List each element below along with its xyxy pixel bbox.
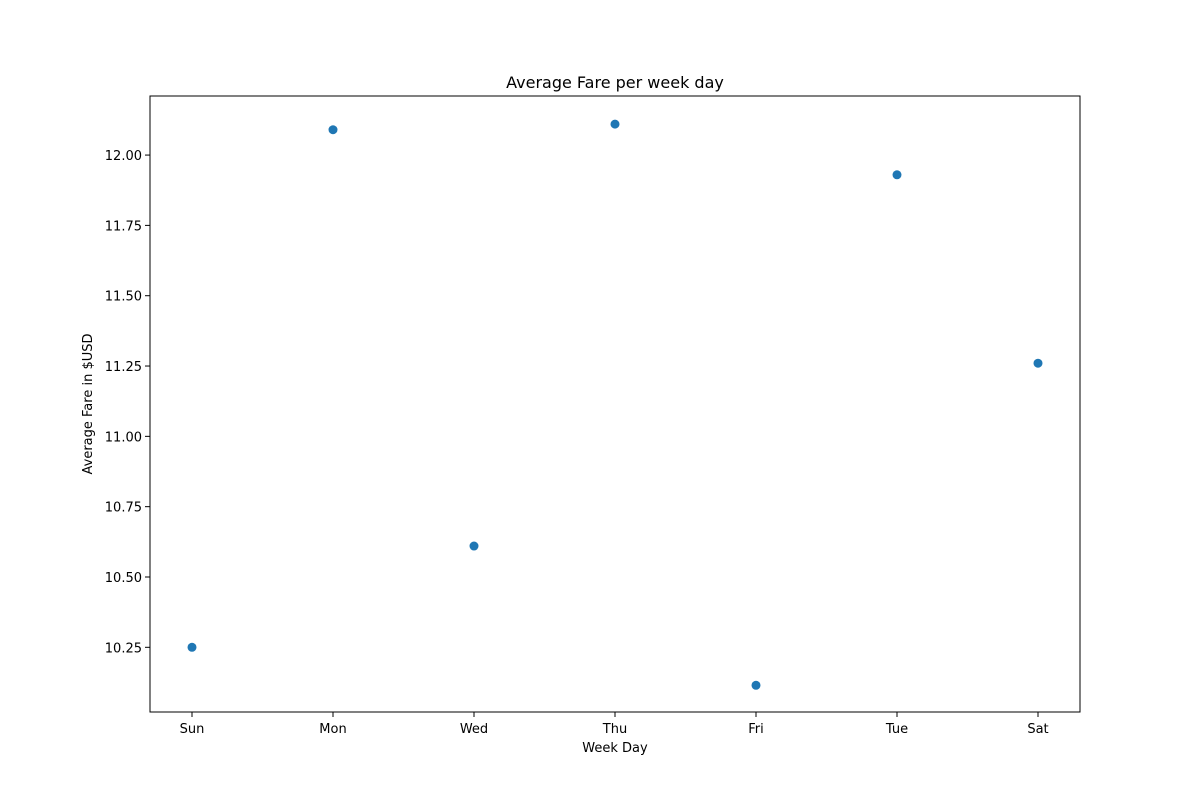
- data-point-sat: [1033, 358, 1043, 368]
- y-tick-label: 11.25: [105, 360, 142, 375]
- y-axis-label: Average Fare in $USD: [81, 334, 96, 475]
- plot-area-frame: [149, 95, 1081, 713]
- y-tick-label: 11.75: [105, 219, 142, 234]
- y-axis: 10.25 10.50 10.75 11.00 11.25 11.50 11.75 12.00: [105, 149, 150, 656]
- x-axis: Sun Mon Wed Thu Fri Tue Sat: [180, 712, 1049, 737]
- x-tick-label-fri: Fri: [748, 722, 764, 737]
- y-tick-label: 12.00: [105, 149, 142, 164]
- x-tick-label-sun: Sun: [180, 722, 205, 737]
- x-tick-label-thu: Thu: [602, 722, 627, 737]
- data-point-mon: [328, 125, 338, 135]
- chart-title: Average Fare per week day: [506, 73, 724, 92]
- data-point-wed: [469, 541, 479, 551]
- x-tick-label-wed: Wed: [460, 722, 488, 737]
- y-tick-label: 11.50: [105, 290, 142, 305]
- y-tick-label: 10.75: [105, 501, 142, 516]
- y-tick-label: 10.50: [105, 571, 142, 586]
- x-axis-label: Week Day: [582, 741, 648, 756]
- x-tick-label-mon: Mon: [319, 722, 346, 737]
- y-tick-label: 10.25: [105, 641, 142, 656]
- y-tick-label: 11.00: [105, 430, 142, 445]
- data-points: [187, 119, 1043, 690]
- x-tick-label-sat: Sat: [1027, 722, 1048, 737]
- x-tick-label-tue: Tue: [885, 722, 908, 737]
- data-point-sun: [187, 642, 197, 652]
- data-point-fri: [751, 680, 761, 690]
- data-point-tue: [892, 170, 902, 180]
- data-point-thu: [610, 119, 620, 129]
